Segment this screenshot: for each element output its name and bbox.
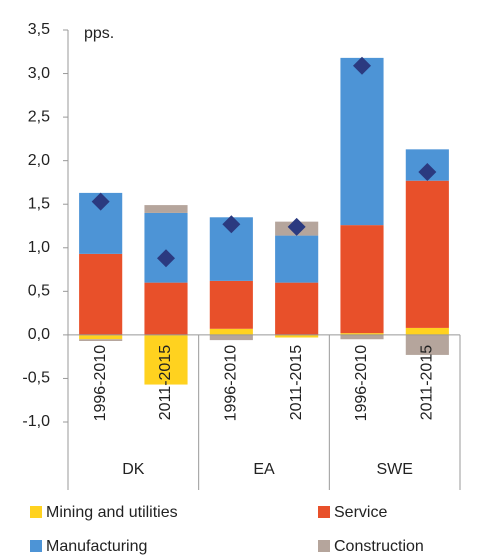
legend-swatch	[30, 506, 42, 518]
group-label: EA	[253, 461, 275, 478]
bar-segment	[79, 253, 123, 335]
bar-segment	[340, 333, 384, 335]
bar-segment	[144, 205, 188, 213]
legend-label: Construction	[334, 538, 424, 555]
y-tick-label: -1,0	[22, 413, 50, 430]
total-marker	[287, 217, 306, 236]
bar-segment	[275, 282, 319, 335]
y-tick-label: 2,0	[28, 152, 50, 169]
bar-segment	[209, 328, 253, 335]
y-tick-label: 3,5	[28, 21, 50, 38]
bar-segment	[340, 57, 384, 226]
group-label: DK	[122, 461, 145, 478]
bar-segment	[144, 282, 188, 335]
bar-segment	[144, 334, 188, 385]
total-marker	[222, 215, 241, 234]
y-tick-label: 1,5	[28, 195, 50, 212]
y-tick-label: -0,5	[22, 370, 50, 387]
legend-label: Mining and utilities	[46, 504, 178, 521]
legend-label: Manufacturing	[46, 538, 147, 555]
y-tick-label: 1,0	[28, 239, 50, 256]
bar-segment	[405, 334, 449, 355]
y-tick-label: 2,5	[28, 108, 50, 125]
legend-swatch	[318, 506, 330, 518]
y-tick-label: 3,0	[28, 65, 50, 82]
total-marker	[157, 249, 175, 268]
bar-segment	[275, 235, 319, 283]
x-tick-label: 2011-2015	[157, 345, 174, 420]
bar-segment	[275, 334, 319, 338]
bar-segment	[79, 339, 123, 341]
x-tick-label: 2011-2015	[419, 345, 436, 420]
bar-segment	[340, 334, 384, 340]
x-tick-label: 1996-2010	[223, 345, 240, 422]
x-tick-label: 1996-2010	[92, 345, 109, 422]
annotation: pps.	[84, 25, 114, 42]
bar-segment	[405, 327, 449, 335]
bar-segment	[405, 180, 449, 328]
x-tick-label: 2011-2015	[288, 345, 305, 420]
legend-label: Service	[334, 504, 387, 521]
legend-swatch	[318, 540, 330, 552]
total-marker	[353, 56, 371, 75]
y-tick-label: 0,0	[28, 326, 50, 343]
total-marker	[418, 162, 437, 181]
bar-segment	[144, 212, 188, 283]
bar-segment	[340, 225, 384, 334]
x-tick-label: 1996-2010	[353, 345, 370, 422]
bar-segment	[209, 280, 253, 329]
legend-swatch	[30, 540, 42, 552]
total-marker	[91, 192, 110, 211]
group-label: SWE	[376, 461, 412, 478]
bar-segment	[209, 334, 253, 341]
y-tick-label: 0,5	[28, 283, 50, 300]
bar-segment	[79, 334, 123, 340]
